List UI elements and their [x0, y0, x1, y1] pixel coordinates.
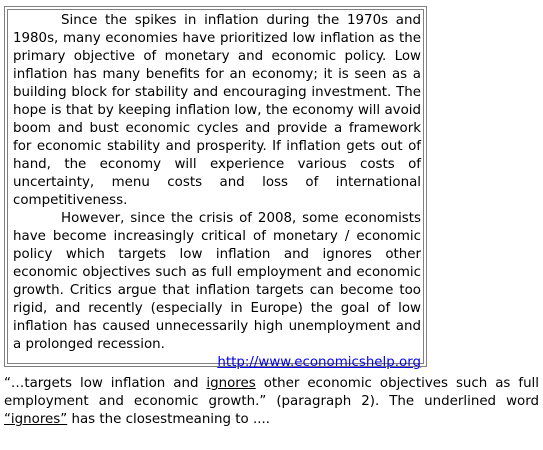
source-link[interactable]: http://www.economicshelp.org — [217, 355, 421, 370]
passage-box: Since the spikes in inflation during the… — [4, 6, 427, 370]
question-quote-rest: other economic objectives such as full e… — [4, 376, 539, 409]
source-line: http://www.economicshelp.org — [13, 354, 421, 372]
passage-inner-frame: Since the spikes in inflation during the… — [7, 9, 424, 370]
question-end: has the closestmeaning to .... — [67, 412, 270, 427]
target-underlined-word: “ignores” — [4, 412, 68, 427]
question-text: “…targets low inflation and ignores othe… — [4, 375, 539, 429]
quoted-underlined-word: ignores — [206, 376, 256, 391]
passage-paragraph-1: Since the spikes in inflation during the… — [13, 13, 421, 208]
question-quote-open: “…targets low inflation and — [4, 376, 207, 391]
passage-paragraph-2: However, since the crisis of 2008, some … — [13, 211, 421, 352]
